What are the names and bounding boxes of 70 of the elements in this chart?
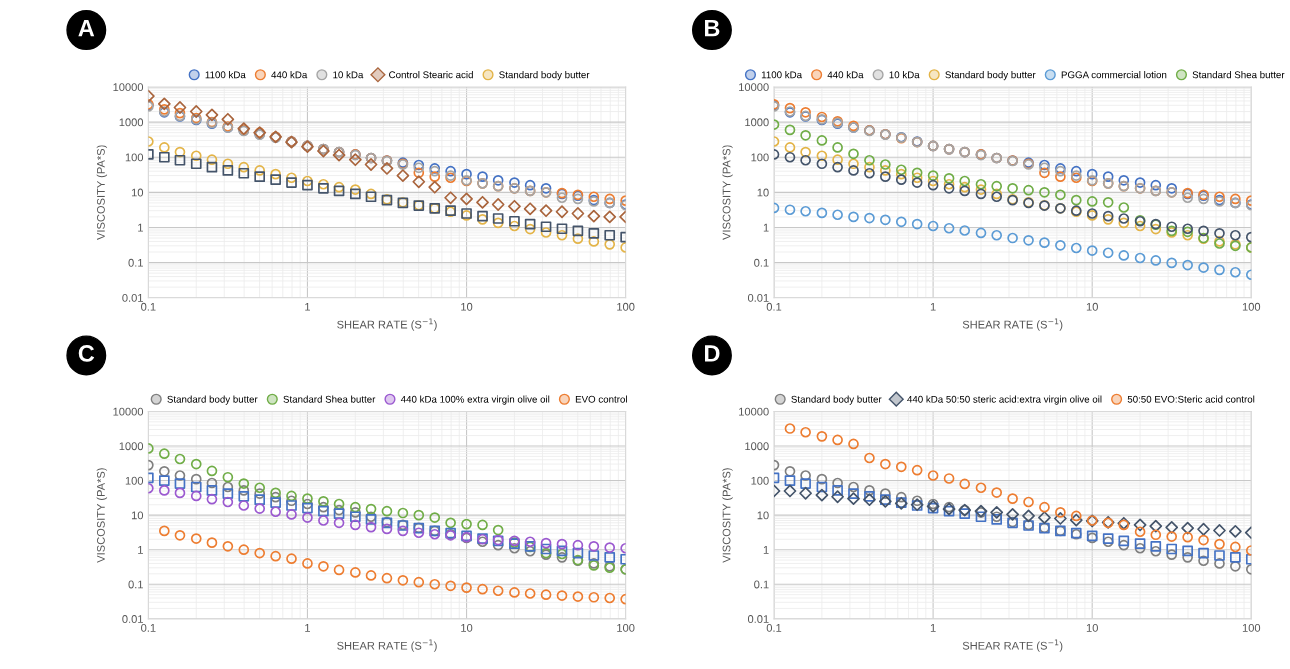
y-tick-label: 100 xyxy=(125,153,144,162)
y-tick-label: 1000 xyxy=(119,442,144,451)
x-axis-title: SHEAR RATE (S$^{−1}$) xyxy=(962,318,1063,331)
legend-label: Standard body butter xyxy=(945,71,1036,81)
x-tick-label: 10 xyxy=(461,623,473,632)
y-tick-label: 10 xyxy=(131,188,144,197)
legend-label: 10 kDa xyxy=(889,71,920,79)
y-tick-label: 1 xyxy=(763,546,769,554)
legend-label: 50:50 EVO:Steric acid control xyxy=(1127,395,1255,403)
y-tick-label: 1000 xyxy=(119,118,144,127)
y-tick-label: 1 xyxy=(138,546,143,554)
y-tick-label: 0.1 xyxy=(754,258,769,267)
legend-label: 10 kDa xyxy=(333,71,364,79)
x-axis-title: SHEAR RATE (S$^{−1}$) xyxy=(962,639,1063,652)
x-tick-label: 100 xyxy=(1242,302,1261,311)
y-axis-title: VISCOSITY (PA*S) xyxy=(722,145,733,240)
y-tick-label: 0.01 xyxy=(122,293,143,302)
y-tick-label: 0.01 xyxy=(747,293,769,302)
x-tick-label: 1 xyxy=(930,624,936,632)
legend-label: Standard body butter xyxy=(791,395,882,405)
x-tick-label: 10 xyxy=(1086,302,1098,311)
legend-label: 1100 kDa xyxy=(205,71,246,79)
y-tick-label: 10 xyxy=(757,511,769,520)
legend-label: Standard Shea butter xyxy=(283,395,376,403)
x-axis-title: SHEAR RATE (S$^{−1}$) xyxy=(337,318,437,331)
legend-label: PGGA commercial lotion xyxy=(1061,71,1167,79)
legend-label: Standard Shea butter xyxy=(1192,71,1285,79)
x-tick-label: 1 xyxy=(930,302,936,311)
y-tick-label: 1000 xyxy=(745,442,769,451)
y-tick-label: 100 xyxy=(751,476,769,485)
y-tick-label: 0.1 xyxy=(128,258,143,267)
y-tick-label: 100 xyxy=(125,476,144,485)
y-tick-label: 10000 xyxy=(113,407,144,416)
y-tick-label: 100 xyxy=(751,153,769,162)
y-axis-title: VISCOSITY (PA*S) xyxy=(96,468,108,563)
legend-label: 440 kDa 100% extra virgin olive oil xyxy=(400,395,550,405)
y-tick-label: 1000 xyxy=(745,118,769,127)
x-tick-label: 100 xyxy=(1242,623,1261,632)
legend-label: 1100 kDa xyxy=(761,71,803,79)
x-tick-label: 1 xyxy=(305,302,310,311)
y-tick-label: 1 xyxy=(763,223,769,232)
legend-label: EVO control xyxy=(575,395,627,403)
text: C xyxy=(78,345,95,362)
legend-label: 440 kDa 50:50 steric acid:extra virgin olive oil xyxy=(907,395,1102,405)
y-tick-label: 10 xyxy=(131,511,144,520)
text: A xyxy=(78,19,95,37)
text: D xyxy=(705,345,720,362)
x-tick-label: 100 xyxy=(617,302,635,311)
legend-label: Standard body butter xyxy=(499,71,590,81)
y-tick-label: 0.1 xyxy=(754,580,769,589)
y-tick-label: 10000 xyxy=(739,407,769,416)
legend-label: Control Stearic acid xyxy=(389,71,473,79)
y-tick-label: 10000 xyxy=(739,83,769,92)
x-tick-label: 10 xyxy=(461,302,473,311)
y-tick-label: 10 xyxy=(757,188,769,197)
y-axis-title: VISCOSITY (PA*S) xyxy=(722,468,733,563)
legend-label: 440 kDa xyxy=(271,71,308,79)
legend-label: Standard body butter xyxy=(167,395,258,405)
text: B xyxy=(705,19,720,37)
x-axis-title: SHEAR RATE (S$^{−1}$) xyxy=(337,639,437,652)
x-tick-label: 100 xyxy=(617,623,635,632)
legend-label: 440 kDa xyxy=(827,71,864,79)
x-tick-label: 10 xyxy=(1086,623,1098,632)
y-tick-label: 10000 xyxy=(113,83,144,92)
y-tick-label: 0.01 xyxy=(747,615,769,623)
y-axis-title: VISCOSITY (PA*S) xyxy=(96,145,108,240)
y-tick-label: 0.1 xyxy=(128,580,143,589)
y-tick-label: 1 xyxy=(138,223,143,232)
y-tick-label: 0.01 xyxy=(122,615,143,623)
x-tick-label: 1 xyxy=(305,624,310,632)
